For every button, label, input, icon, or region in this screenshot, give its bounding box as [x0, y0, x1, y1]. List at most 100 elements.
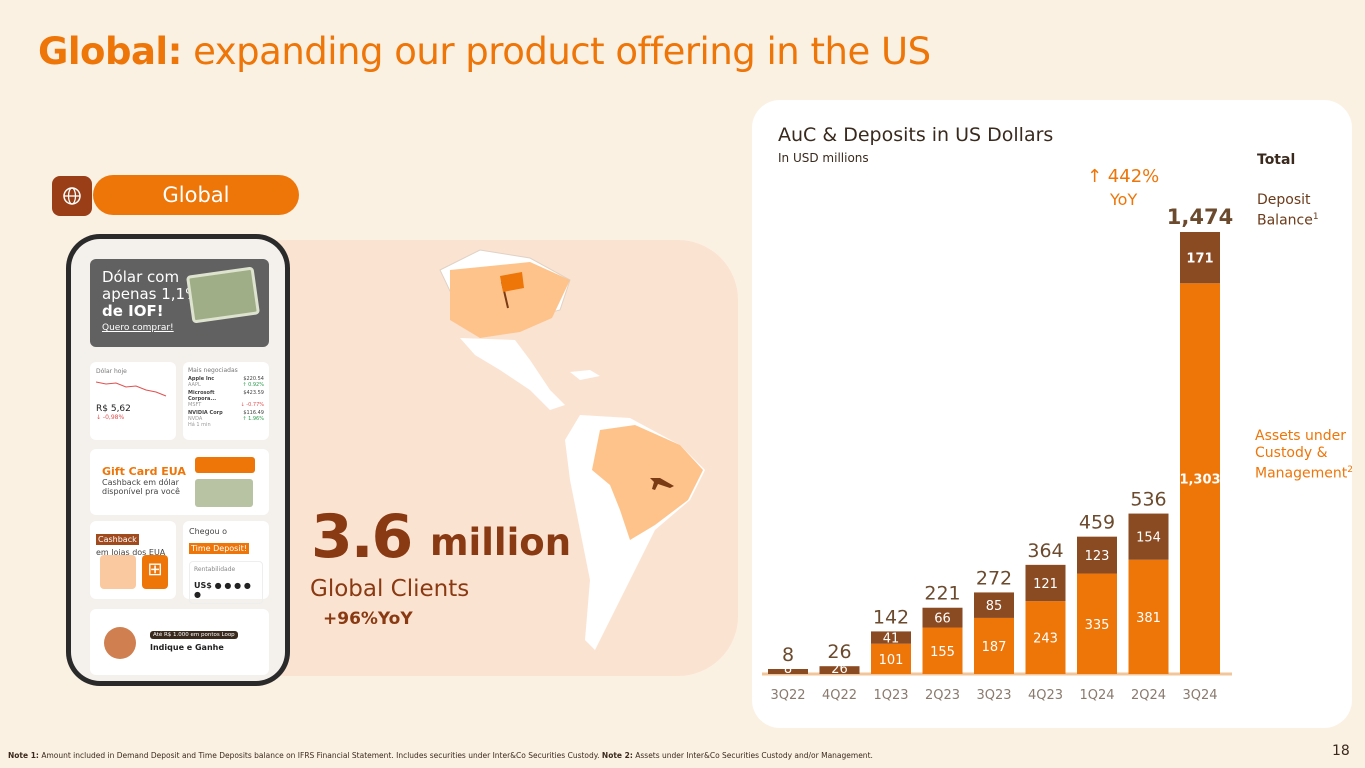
total-data-label: 26 [827, 641, 851, 663]
x-tick-label: 3Q22 [770, 688, 805, 703]
legend-total: Total [1257, 152, 1296, 168]
chart-subtitle: In USD millions [778, 151, 869, 165]
promo-line1: Dólar com [102, 268, 180, 286]
deposit-data-label: 171 [1186, 252, 1213, 267]
legend-deposit-text: Balance [1257, 212, 1313, 229]
yoy-badge-value: ↑ 442% [1087, 166, 1160, 187]
store-logos-icon [195, 457, 255, 473]
total-data-label: 536 [1130, 489, 1166, 511]
bar-auc [1128, 559, 1169, 674]
usd-hidden: US$ ● ● ● ● ● [194, 581, 251, 599]
footnote-n1: Amount included in Demand Deposit and Ti… [38, 751, 602, 760]
stocks-footer: Há 1 min [188, 422, 211, 428]
bar-deposit [819, 666, 860, 674]
dollar-promo-card: Dólar com apenas 1,1% de IOF! Quero comp… [90, 259, 269, 347]
stock-price: $220.54 [243, 376, 264, 382]
cart-icon: ⊞ [142, 555, 168, 589]
stock-change: ↑ 1.96% [242, 416, 264, 422]
auc-data-label: 155 [930, 645, 955, 660]
promo-line2: apenas 1,1% [102, 285, 200, 303]
chart-title: AuC & Deposits in US Dollars [778, 124, 1054, 146]
legend-auc-line1: Assets under [1255, 428, 1347, 444]
legend-deposit: Deposit Balance1 [1257, 192, 1319, 230]
dolar-label: Dólar hoje [96, 368, 127, 375]
x-tick-label: 3Q24 [1182, 688, 1217, 703]
auc-data-label: 1,303 [1179, 473, 1220, 488]
deposit-data-label: 26 [831, 662, 848, 677]
dolar-change: ↓ -0,98% [96, 414, 125, 421]
x-tick-label: 4Q22 [822, 688, 857, 703]
clients-number: 3.6 [311, 502, 413, 572]
total-data-label: 364 [1027, 540, 1063, 562]
stock-row: NVDA ↑ 1.96% [188, 416, 264, 422]
promo-cta: Quero comprar! [102, 323, 174, 333]
x-tick-label: 1Q24 [1079, 688, 1114, 703]
deposit-data-label: 8 [784, 662, 792, 677]
deposit-data-label: 123 [1085, 549, 1110, 564]
page-title: Global: expanding our product offering i… [38, 30, 931, 73]
x-tick-label: 1Q23 [873, 688, 908, 703]
x-tick-label: 2Q23 [925, 688, 960, 703]
mais-negociadas-card: Mais negociadas Apple Inc $220.54 AAPL ↑… [183, 362, 269, 440]
stock-change: ↓ -0.77% [240, 402, 264, 408]
stock-change: ↑ 0.92% [242, 382, 264, 388]
bar-deposit [1077, 536, 1117, 574]
stock-ticker: MSFT [188, 402, 202, 408]
deposit-data-label: 41 [883, 632, 900, 647]
stock-price: $116.49 [243, 410, 264, 416]
total-data-label: 142 [873, 606, 909, 628]
bar-auc [1025, 601, 1066, 674]
legend-auc: Assets under Custody & Management2 [1255, 428, 1353, 483]
footnote-n1-bold: Note 1: [8, 751, 39, 760]
dolar-card: Dólar hoje R$ 5,62 ↓ -0,98% [90, 362, 176, 440]
dolar-value: R$ 5,62 [96, 404, 131, 414]
dolar-sparkline-icon [95, 381, 167, 397]
legend-auc-line2: Custody & [1255, 445, 1328, 461]
globe-icon [52, 176, 92, 216]
people-avatar [104, 627, 136, 659]
bar-deposit [1128, 513, 1169, 560]
auc-data-label: 381 [1136, 611, 1161, 626]
footnote-n2-bold: Note 2: [601, 751, 633, 760]
americas-map [439, 249, 705, 650]
gift-card: Gift Card EUA Cashback em dólar disponív… [90, 449, 269, 515]
auc-data-label: 187 [982, 640, 1007, 655]
bar-auc [1180, 283, 1220, 674]
clients-yoy: +96%YoY [323, 609, 413, 629]
x-tick-label: 2Q24 [1131, 688, 1166, 703]
stock-row: NVIDIA Corp $116.49 [188, 410, 264, 416]
auc-data-label: 243 [1033, 632, 1058, 647]
phone-mockup: Dólar com apenas 1,1% de IOF! Quero comp… [66, 234, 290, 686]
bar-auc [974, 617, 1014, 674]
time-line1: Chegou o [189, 527, 228, 536]
title-rest: expanding our product offering in the US [181, 30, 931, 73]
indique-card: Até R$ 1.000 em pontos Loop Indique e Ga… [90, 609, 269, 675]
legend-auc-line3: Management2 [1255, 462, 1353, 483]
footnote: Note 1: Amount included in Demand Deposi… [8, 751, 873, 760]
dollar-bill-icon [185, 266, 261, 324]
bar-auc [922, 627, 963, 674]
legend-deposit-line1: Deposit [1257, 192, 1311, 208]
stock-name: Microsoft Corpora... [188, 390, 217, 402]
cash-icon [195, 479, 253, 507]
total-data-label: 8 [782, 644, 794, 666]
stock-ticker: NVDA [188, 416, 203, 422]
rentab-box: Rentabilidade US$ ● ● ● ● ● [189, 561, 263, 604]
deposit-data-label: 154 [1136, 531, 1161, 546]
bar-deposit [1025, 564, 1066, 602]
stock-price: $423.59 [243, 390, 264, 396]
cashback-tag: Cashback [96, 534, 139, 545]
stock-row: AAPL ↑ 0.92% [188, 382, 264, 388]
stock-name: NVIDIA Corp [188, 410, 223, 416]
promo-line3: de IOF! [102, 302, 164, 320]
legend-deposit-sup: 1 [1312, 212, 1319, 222]
total-data-label: 1,474 [1167, 205, 1233, 229]
bar-deposit [922, 607, 963, 628]
deposit-data-label: 121 [1033, 577, 1058, 592]
stock-row: Microsoft Corpora... $423.59 [188, 390, 264, 402]
stock-name: Apple Inc [188, 376, 215, 382]
auc-data-label: 101 [879, 653, 904, 668]
legend-deposit-line2: Balance1 [1257, 209, 1319, 230]
clients-label: Global Clients [310, 576, 470, 602]
